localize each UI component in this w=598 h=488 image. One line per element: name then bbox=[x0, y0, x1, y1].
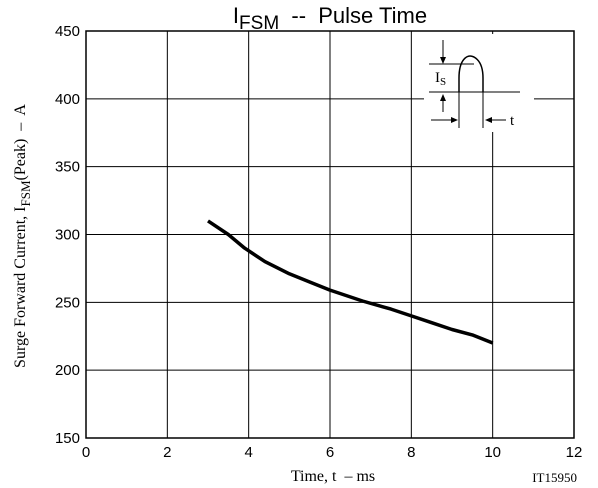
inset-time-arrowhead-right bbox=[485, 117, 492, 123]
inset-current-arrowhead-bottom bbox=[440, 94, 446, 101]
x-tick-label: 4 bbox=[244, 444, 252, 461]
tick-labels: 0 2 4 6 8 10 12 150 200 250 300 350 400 450 bbox=[55, 23, 582, 461]
y-tick-label: 200 bbox=[55, 362, 80, 379]
figure-id: IT15950 bbox=[532, 470, 577, 485]
x-tick-label: 6 bbox=[326, 444, 334, 461]
x-tick-label: 2 bbox=[163, 444, 171, 461]
chart-title: IFSM -- Pulse Time bbox=[233, 3, 427, 34]
inset-current-label: IS bbox=[435, 70, 446, 88]
y-tick-label: 350 bbox=[55, 159, 80, 176]
y-tick-label: 250 bbox=[55, 294, 80, 311]
y-tick-label: 450 bbox=[55, 23, 80, 40]
inset-pulse-shape bbox=[458, 55, 484, 92]
inset-time-label: t bbox=[510, 113, 515, 129]
data-series bbox=[207, 219, 494, 345]
x-tick-label: 0 bbox=[82, 444, 90, 461]
inset-time-arrowhead-left bbox=[451, 117, 458, 123]
y-axis-label: Surge Forward Current, IFSM(Peak) – A bbox=[12, 104, 33, 368]
series-line bbox=[207, 219, 494, 345]
x-tick-label: 12 bbox=[566, 444, 583, 461]
inset-background bbox=[424, 34, 534, 132]
inset-current-arrowhead-top bbox=[440, 57, 446, 64]
y-tick-label: 300 bbox=[55, 227, 80, 244]
grid-lines bbox=[86, 31, 574, 438]
pulse-inset: IS t bbox=[424, 34, 534, 132]
x-axis-label: Time, t – ms bbox=[291, 468, 375, 485]
y-tick-label: 150 bbox=[55, 430, 80, 447]
y-tick-label: 400 bbox=[55, 91, 80, 108]
x-tick-label: 10 bbox=[484, 444, 501, 461]
x-tick-label: 8 bbox=[407, 444, 415, 461]
